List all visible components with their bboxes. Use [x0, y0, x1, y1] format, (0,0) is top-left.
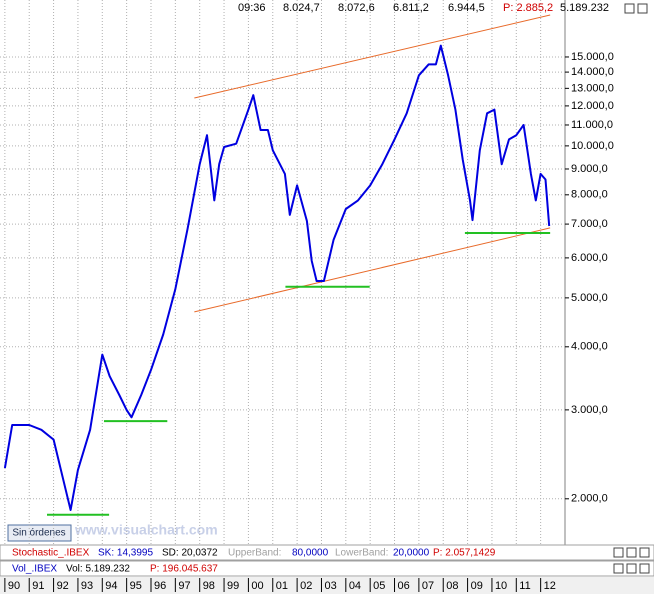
watermark: www.visualchart.com — [74, 522, 218, 538]
panel-label: SK: 14,3995 — [98, 548, 153, 559]
y-tick-label: 2.000,0 — [571, 493, 608, 505]
x-tick-label: 10 — [495, 580, 507, 592]
x-tick-label: 96 — [154, 580, 166, 592]
y-tick-label: 13.000,0 — [571, 82, 614, 94]
x-tick-label: 01 — [276, 580, 288, 592]
x-tick-label: 03 — [324, 580, 336, 592]
volume-panel — [0, 560, 654, 577]
window-icons — [613, 3, 650, 574]
x-tick-label: 99 — [227, 580, 239, 592]
panel-label: P: 196.045.637 — [150, 564, 218, 575]
orders-button-label[interactable]: Sin órdenes — [12, 528, 65, 539]
y-tick-label: 7.000,0 — [571, 218, 608, 230]
stochastic-panel — [0, 544, 654, 561]
header-value: P: 2.885,2 — [503, 2, 553, 14]
panel-label: 20,0000 — [393, 548, 430, 559]
y-tick-label: 9.000,0 — [571, 163, 608, 175]
y-tick-label: 5.000,0 — [571, 292, 608, 304]
header-value: 5.189.232 — [560, 2, 609, 14]
y-tick-label: 6.000,0 — [571, 252, 608, 264]
panel-label: P: 2.057,1429 — [433, 548, 496, 559]
panel-label: Vol_.IBEX — [12, 564, 57, 575]
x-tick-label: 91 — [32, 580, 44, 592]
panel-label: UpperBand: — [228, 548, 281, 559]
panel-label: Stochastic_.IBEX — [12, 548, 90, 559]
x-tick-label: 09 — [471, 580, 483, 592]
x-tick-label: 02 — [300, 580, 312, 592]
x-tick-label: 98 — [203, 580, 215, 592]
x-tick-label: 92 — [57, 580, 69, 592]
y-tick-label: 10.000,0 — [571, 140, 614, 152]
y-tick-label: 8.000,0 — [571, 189, 608, 201]
y-tick-label: 12.000,0 — [571, 100, 614, 112]
x-tick-label: 07 — [422, 580, 434, 592]
x-tick-label: 08 — [446, 580, 458, 592]
price-line — [3, 44, 551, 511]
y-tick-label: 15.000,0 — [571, 51, 614, 63]
header-value: 09:36 — [238, 2, 266, 14]
x-tick-label: 94 — [105, 580, 117, 592]
x-tick-label: 05 — [373, 580, 385, 592]
panel-label: Vol: 5.189.232 — [66, 564, 130, 575]
x-tick-label: 04 — [349, 580, 361, 592]
header-value: 8.072,6 — [338, 2, 375, 14]
x-tick-label: 06 — [398, 580, 410, 592]
x-tick-label: 00 — [251, 580, 263, 592]
y-tick-label: 11.000,0 — [571, 119, 613, 131]
y-tick-label: 3.000,0 — [571, 404, 608, 416]
x-tick-label: 90 — [8, 580, 20, 592]
panel-label: SD: 20,0372 — [162, 548, 218, 559]
x-tick-label: 93 — [81, 580, 93, 592]
orders-button[interactable] — [7, 524, 72, 542]
x-tick-label: 12 — [544, 580, 556, 592]
x-axis-band — [0, 577, 654, 594]
header-value: 8.024,7 — [283, 2, 320, 14]
panel-label: LowerBand: — [335, 548, 388, 559]
x-tick-label: 97 — [178, 580, 190, 592]
header-value: 6.811,2 — [393, 2, 429, 14]
panel-label: 80,0000 — [292, 548, 329, 559]
x-tick-label: 95 — [130, 580, 142, 592]
trend-line — [194, 227, 551, 313]
trend-line — [194, 14, 551, 99]
header-value: 6.944,5 — [448, 2, 485, 14]
y-tick-label: 4.000,0 — [571, 341, 608, 353]
x-tick-label: 11 — [519, 580, 530, 592]
y-tick-label: 14.000,0 — [571, 66, 614, 78]
